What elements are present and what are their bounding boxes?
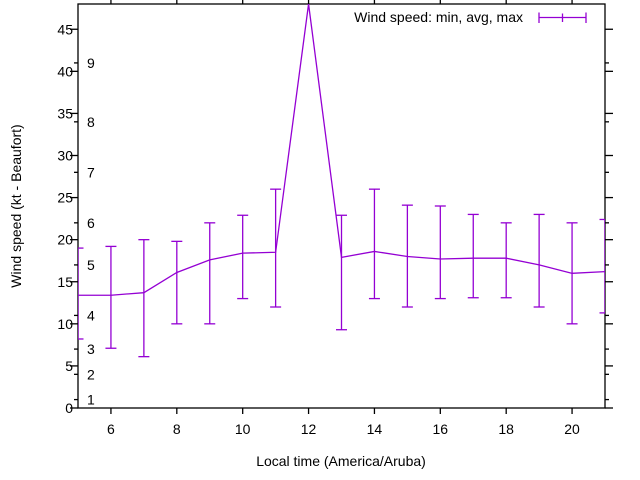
beaufort-tick-label: 9: [87, 55, 95, 71]
x-tick-label: 10: [235, 421, 251, 437]
x-tick-label: 16: [433, 421, 449, 437]
kt-tick-label: 30: [57, 148, 73, 164]
legend-sample: [538, 12, 587, 23]
legend-label: Wind speed: min, avg, max: [354, 9, 523, 25]
beaufort-tick-label: 1: [87, 392, 95, 408]
kt-tick-label: 20: [57, 232, 73, 248]
beaufort-tick-label: 2: [87, 366, 95, 382]
x-tick-label: 20: [564, 421, 580, 437]
x-axis-title: Local time (America/Aruba): [256, 453, 426, 469]
x-tick-label: 14: [367, 421, 383, 437]
kt-tick-label: 35: [57, 105, 73, 121]
kt-tick-label: 5: [65, 358, 73, 374]
x-tick-label: 6: [107, 421, 115, 437]
kt-tick-label: 45: [57, 21, 73, 37]
kt-tick-label: 25: [57, 190, 73, 206]
beaufort-tick-label: 6: [87, 215, 95, 231]
beaufort-tick-label: 3: [87, 341, 95, 357]
kt-tick-label: 15: [57, 274, 73, 290]
beaufort-tick-label: 5: [87, 257, 95, 273]
tick-labels: 6 8 10 12 14 16 18 2005101520253035404512345678…: [57, 21, 580, 437]
kt-tick-label: 0: [65, 400, 73, 416]
axes-and-ticks: [70, 0, 613, 414]
beaufort-tick-label: 8: [87, 114, 95, 130]
x-tick-label: 12: [301, 421, 317, 437]
y-axis-title: Wind speed (kt - Beaufort): [8, 124, 24, 288]
beaufort-tick-label: 7: [87, 164, 95, 180]
data-series-wind-speed-min-avg-max: [78, 4, 605, 358]
x-tick-label: 18: [498, 421, 514, 437]
kt-tick-label: 40: [57, 63, 73, 79]
x-tick-label: 8: [173, 421, 181, 437]
plot-border: [77, 3, 606, 409]
beaufort-tick-label: 4: [87, 307, 95, 323]
kt-tick-label: 10: [57, 316, 73, 332]
